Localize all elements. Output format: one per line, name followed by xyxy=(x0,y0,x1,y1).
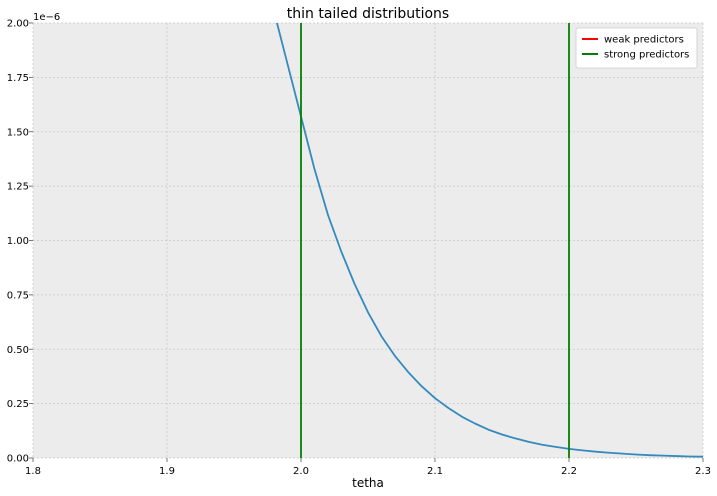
y-tick-label: 1.25 xyxy=(7,182,29,193)
data-layer xyxy=(276,23,703,458)
x-tick-label: 1.9 xyxy=(159,466,175,477)
x-tick-label: 2.1 xyxy=(427,466,443,477)
legend-label: weak predictors xyxy=(604,35,684,46)
x-tick-label: 2.0 xyxy=(293,466,309,477)
x-tick-label: 2.3 xyxy=(695,466,711,477)
x-tick-label: 2.2 xyxy=(561,466,577,477)
y-tick-label: 0.00 xyxy=(7,454,29,465)
y-scale-note: 1e−6 xyxy=(33,12,60,23)
y-tick-label: 0.25 xyxy=(7,399,29,410)
y-tick-label: 1.50 xyxy=(7,127,29,138)
legend-box xyxy=(575,27,698,69)
y-tick-label: 1.75 xyxy=(7,73,29,84)
legend-label: strong predictors xyxy=(604,50,689,61)
y-tick-label: 0.50 xyxy=(7,345,29,356)
legend: weak predictors strong predictors xyxy=(575,27,698,69)
series-line xyxy=(276,23,703,458)
x-axis-label: tetha xyxy=(352,476,384,490)
y-tick-label: 0.75 xyxy=(7,290,29,301)
plot-background xyxy=(33,23,703,458)
chart-title: thin tailed distributions xyxy=(287,6,449,22)
y-tick-label: 2.00 xyxy=(7,19,29,30)
ticks: 1.8 1.9 2.0 2.1 2.2 2.3 0.00 0.25 0.50 0.75 1.00 1.… xyxy=(7,19,711,478)
x-tick-label: 1.8 xyxy=(25,466,41,477)
y-tick-label: 1.00 xyxy=(7,236,29,247)
